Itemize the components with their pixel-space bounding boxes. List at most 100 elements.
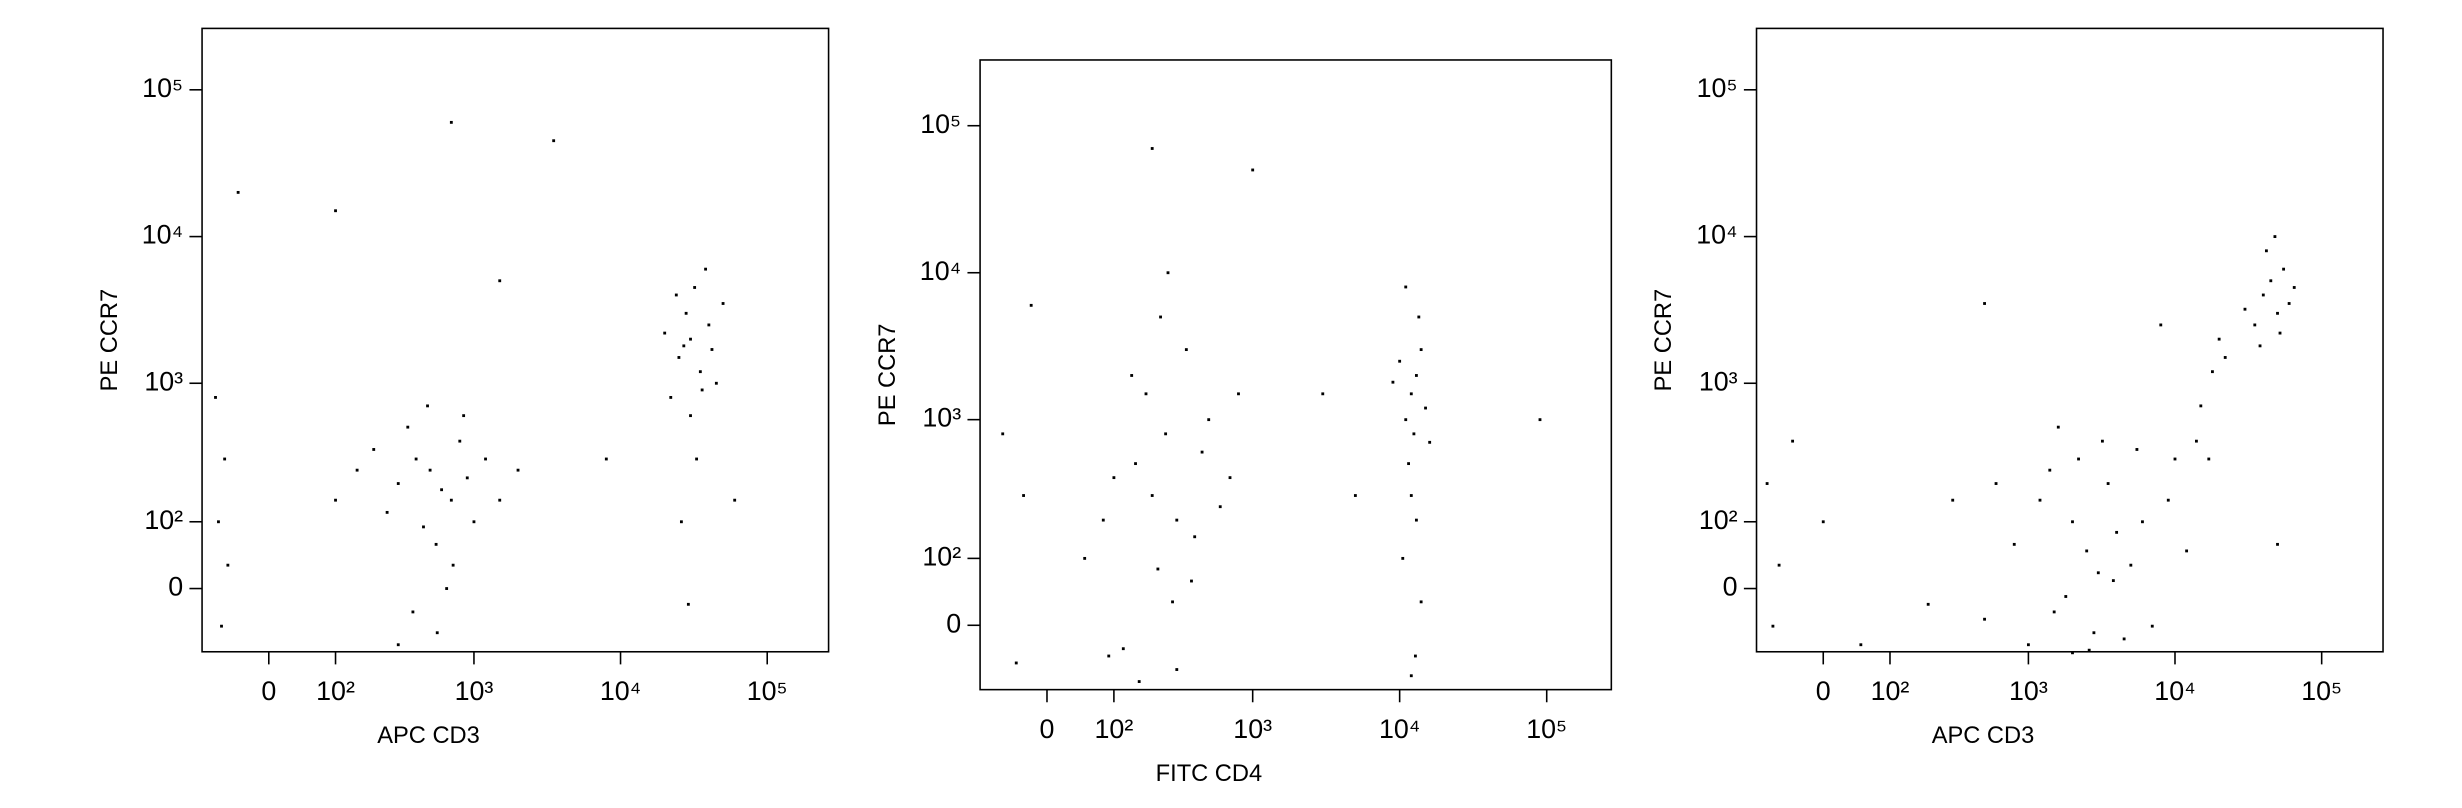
data-point — [445, 587, 449, 590]
data-point — [2264, 249, 2268, 253]
y-tick-label: 10² — [1699, 505, 1738, 535]
data-point — [2253, 323, 2257, 327]
data-point — [1251, 168, 1255, 172]
data-point — [396, 482, 400, 485]
data-point — [2048, 468, 2052, 472]
data-point — [2282, 267, 2286, 271]
data-point — [2122, 637, 2126, 641]
data-point — [2129, 563, 2133, 567]
data-point — [226, 563, 230, 567]
data-point — [2115, 530, 2119, 534]
y-tick-label: 10⁵ — [920, 109, 961, 139]
data-point — [714, 381, 718, 385]
data-point — [604, 457, 608, 461]
data-point — [1321, 392, 1325, 396]
x-tick-label: 10⁴ — [1379, 714, 1420, 744]
data-point — [684, 311, 688, 315]
data-point — [686, 602, 690, 606]
data-point — [435, 631, 439, 635]
data-point — [2085, 549, 2089, 553]
y-axis-label: PE CCR7 — [875, 324, 901, 427]
data-point — [1228, 476, 1232, 480]
x-tick-label: 10⁴ — [600, 676, 641, 706]
data-point — [214, 396, 217, 399]
data-point — [1150, 147, 1154, 150]
x-tick-label: 10³ — [455, 676, 494, 706]
data-point — [1398, 359, 1402, 363]
data-point — [1404, 285, 1408, 289]
y-axis-label: PE CCR7 — [97, 289, 123, 392]
data-point — [552, 139, 556, 143]
plot-frame — [979, 59, 1613, 691]
data-point — [2166, 498, 2170, 502]
x-tick-label: 0 — [1040, 714, 1055, 744]
data-point — [1412, 432, 1416, 436]
data-point — [2278, 331, 2282, 335]
y-tick-label: 0 — [1723, 572, 1738, 602]
data-point — [1821, 520, 1825, 524]
y-tick-label: 10⁴ — [1696, 220, 1737, 250]
data-point — [1200, 450, 1204, 454]
data-point — [414, 457, 418, 461]
data-point — [1144, 392, 1148, 396]
data-point — [422, 525, 425, 529]
data-point — [1137, 680, 1141, 683]
data-point — [428, 468, 432, 472]
data-point — [1983, 617, 1986, 621]
x-tick-label: 10² — [1095, 714, 1134, 744]
data-point — [1156, 567, 1160, 571]
data-point — [2195, 439, 2198, 443]
y-tick-label: 10³ — [144, 366, 183, 396]
data-point — [1859, 643, 1863, 647]
y-tick-label: 0 — [946, 608, 961, 638]
data-point — [498, 279, 502, 283]
plot-frame — [1755, 27, 2384, 653]
data-point — [721, 302, 725, 305]
data-point — [472, 520, 476, 524]
data-point — [462, 414, 466, 418]
data-point — [2052, 610, 2056, 614]
data-point — [689, 337, 692, 341]
data-point — [2038, 498, 2042, 502]
data-point — [385, 510, 389, 514]
data-point — [1164, 432, 1168, 436]
data-point — [1001, 432, 1005, 436]
data-point — [679, 520, 683, 524]
data-point — [2276, 311, 2279, 315]
data-point — [1353, 494, 1357, 497]
data-point — [663, 331, 667, 335]
data-point — [516, 468, 520, 472]
data-point — [220, 624, 223, 628]
x-tick-label: 10³ — [2009, 676, 2048, 706]
data-point — [693, 286, 697, 289]
data-point — [669, 396, 673, 399]
y-tick-label: 0 — [168, 572, 183, 602]
x-tick-label: 10³ — [1233, 714, 1272, 744]
data-point — [1391, 380, 1395, 384]
data-point — [440, 488, 444, 492]
y-tick-label: 10⁴ — [142, 220, 183, 250]
data-point — [2243, 307, 2247, 311]
data-point — [1175, 518, 1179, 522]
x-tick-label: 10² — [1871, 676, 1910, 706]
data-point — [426, 404, 429, 408]
data-point — [434, 542, 438, 546]
data-point — [2258, 344, 2262, 348]
data-point — [2292, 286, 2296, 289]
plot-frame — [201, 27, 830, 653]
data-point — [1413, 654, 1417, 658]
data-point — [1409, 494, 1413, 497]
data-point — [698, 370, 702, 374]
data-point — [2159, 323, 2163, 327]
data-point — [1791, 439, 1795, 443]
data-point — [2092, 631, 2096, 635]
data-point — [1150, 494, 1154, 497]
x-axis-label: APC CD3 — [1932, 723, 2035, 749]
data-point — [1166, 271, 1170, 275]
data-point — [1771, 624, 1775, 628]
data-point — [1994, 482, 1998, 485]
data-point — [1926, 602, 1930, 606]
data-point — [2077, 457, 2080, 461]
data-point — [2276, 542, 2279, 546]
